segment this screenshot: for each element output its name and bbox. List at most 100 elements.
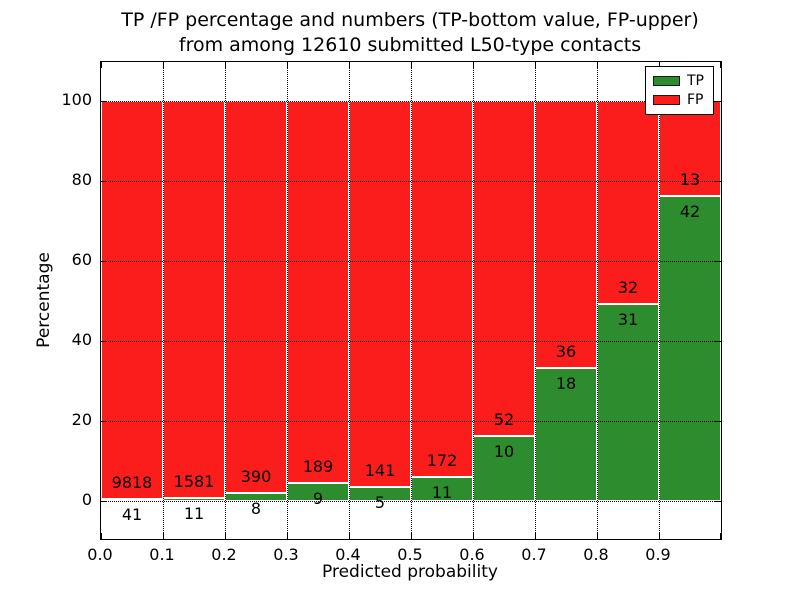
- tp-count-label: 31: [617, 310, 639, 330]
- x-tick-label: 0.4: [335, 545, 361, 564]
- y-tick-mark-left: [101, 101, 107, 102]
- fp-bar-segment: [287, 101, 349, 483]
- y-tick-label: 100: [61, 90, 92, 109]
- h-gridline: [101, 101, 721, 102]
- h-gridline: [101, 181, 721, 182]
- y-tick-mark-left: [101, 181, 107, 182]
- x-tick-mark-bottom: [287, 533, 288, 539]
- x-tick-label: 0.8: [583, 545, 609, 564]
- x-tick-label: 0.9: [645, 545, 671, 564]
- v-gridline: [349, 62, 350, 539]
- chart-title-line1: TP /FP percentage and numbers (TP-bottom…: [121, 9, 699, 31]
- fp-count-label: 36: [555, 341, 577, 361]
- legend-item-label: FP: [687, 91, 704, 108]
- v-gridline: [411, 62, 412, 539]
- x-tick-label: 0.3: [273, 545, 299, 564]
- v-gridline: [659, 62, 660, 539]
- legend-item: FP: [653, 93, 706, 107]
- y-tick-mark-left: [101, 421, 107, 422]
- h-gridline: [101, 421, 721, 422]
- tp-legend-swatch: [653, 76, 680, 87]
- fp-legend-swatch: [653, 94, 680, 105]
- fp-count-label: 1581: [173, 472, 215, 492]
- y-tick-mark-right: [715, 261, 721, 262]
- x-tick-mark-top: [473, 62, 474, 68]
- tp-bar-segment: [473, 436, 535, 501]
- x-tick-mark-bottom: [720, 533, 721, 539]
- chart-title-line2: from among 12610 submitted L50-type cont…: [178, 34, 642, 56]
- fp-count-label: 13: [679, 169, 701, 189]
- h-gridline: [101, 501, 721, 502]
- x-tick-mark-top: [411, 62, 412, 68]
- x-tick-mark-top: [349, 62, 350, 68]
- x-tick-label: 0.1: [149, 545, 175, 564]
- x-tick-label: 0.6: [459, 545, 485, 564]
- x-tick-label: 0.5: [397, 545, 423, 564]
- v-gridline: [225, 62, 226, 539]
- x-tick-mark-bottom: [163, 533, 164, 539]
- tp-count-label: 11: [183, 504, 205, 524]
- fp-count-label: 390: [240, 466, 272, 486]
- fp-bar-segment: [597, 101, 659, 305]
- fp-count-label: 172: [426, 450, 458, 470]
- v-gridline: [473, 62, 474, 539]
- tp-count-label: 11: [431, 482, 453, 502]
- y-tick-label: 20: [71, 410, 92, 429]
- y-tick-label: 80: [71, 170, 92, 189]
- tp-bar-segment: [535, 367, 597, 501]
- fp-count-label: 189: [302, 456, 334, 476]
- tp-count-label: 10: [493, 442, 515, 462]
- y-tick-label: 0: [81, 490, 92, 509]
- tp-bar-segment: [411, 476, 473, 501]
- x-tick-label: 0.7: [521, 545, 547, 564]
- x-tick-mark-bottom: [349, 533, 350, 539]
- x-tick-mark-top: [101, 62, 102, 68]
- y-tick-mark-right: [715, 181, 721, 182]
- tp-bar-segment: [101, 499, 163, 502]
- y-tick-mark-left: [101, 501, 107, 502]
- tp-count-label: 41: [121, 505, 143, 525]
- legend-item: TP: [653, 74, 706, 88]
- y-tick-mark-left: [101, 341, 107, 342]
- chart-title: TP /FP percentage and numbers (TP-bottom…: [100, 8, 720, 58]
- y-tick-mark-left: [101, 261, 107, 262]
- tp-count-label: 18: [555, 373, 577, 393]
- y-tick-label: 40: [71, 330, 92, 349]
- x-tick-mark-top: [659, 62, 660, 68]
- y-tick-label: 60: [71, 250, 92, 269]
- v-gridline: [163, 62, 164, 539]
- x-tick-mark-bottom: [225, 533, 226, 539]
- plot-area: 9818 41 1581 11 390 8 189 9 141 5 172 11 52 10 36 18 32 3…: [100, 61, 722, 540]
- fp-bar-segment: [349, 101, 411, 488]
- tp-bar-segment: [597, 304, 659, 501]
- x-tick-mark-bottom: [535, 533, 536, 539]
- x-tick-mark-top: [597, 62, 598, 68]
- tp-count-label: 9: [312, 488, 324, 508]
- tp-bar-segment: [659, 195, 721, 501]
- x-tick-label: 0.2: [211, 545, 237, 564]
- y-tick-mark-right: [715, 421, 721, 422]
- x-axis-label: Predicted probability: [322, 562, 498, 582]
- legend-item-label: TP: [687, 73, 704, 90]
- y-tick-mark-right: [715, 101, 721, 102]
- v-gridline: [535, 62, 536, 539]
- fp-count-label: 9818: [111, 473, 153, 493]
- fp-count-label: 32: [617, 278, 639, 298]
- fp-count-label: 141: [364, 461, 396, 481]
- x-tick-mark-bottom: [597, 533, 598, 539]
- fp-bar-segment: [163, 101, 225, 499]
- fp-bar-segment: [101, 101, 163, 500]
- fp-bar-segment: [473, 101, 535, 437]
- h-gridline: [101, 341, 721, 342]
- v-gridline: [287, 62, 288, 539]
- y-tick-mark-right: [715, 341, 721, 342]
- x-tick-mark-bottom: [101, 533, 102, 539]
- x-tick-mark-top: [163, 62, 164, 68]
- y-tick-mark-right: [715, 501, 721, 502]
- fp-bar-segment: [225, 101, 287, 493]
- x-tick-mark-bottom: [659, 533, 660, 539]
- fp-bar-segment: [411, 101, 473, 477]
- fp-count-label: 52: [493, 410, 515, 430]
- legend: TP FP: [645, 66, 714, 115]
- x-tick-mark-top: [225, 62, 226, 68]
